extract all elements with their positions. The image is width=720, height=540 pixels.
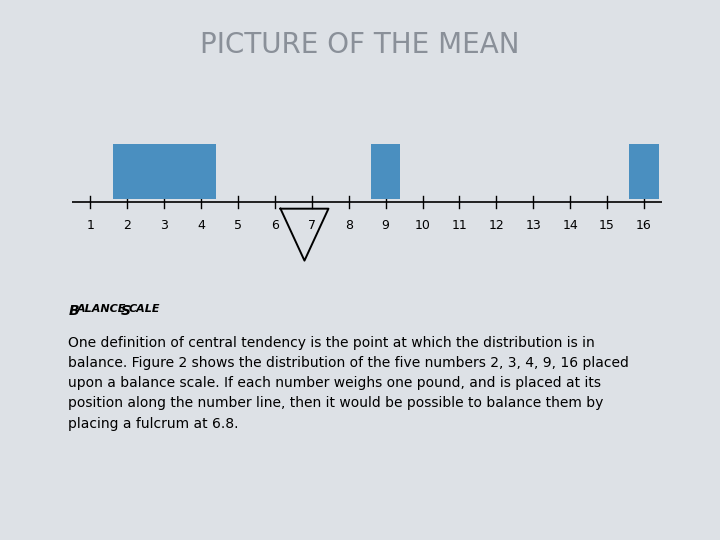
Text: 2: 2 <box>123 219 131 232</box>
Text: CALE: CALE <box>129 304 161 314</box>
Text: 10: 10 <box>415 219 431 232</box>
Text: 8: 8 <box>345 219 353 232</box>
Text: 11: 11 <box>451 219 467 232</box>
Bar <box>112 144 216 199</box>
Text: 7: 7 <box>308 219 316 232</box>
Text: 14: 14 <box>562 219 578 232</box>
Text: 4: 4 <box>197 219 205 232</box>
Text: 12: 12 <box>488 219 504 232</box>
Text: B: B <box>68 304 79 318</box>
Text: 5: 5 <box>234 219 242 232</box>
Text: 6: 6 <box>271 219 279 232</box>
Text: 9: 9 <box>382 219 390 232</box>
Text: 13: 13 <box>526 219 541 232</box>
Bar <box>629 144 659 199</box>
Text: ALANCE: ALANCE <box>76 304 126 314</box>
Text: One definition of central tendency is the point at which the distribution is in
: One definition of central tendency is th… <box>68 336 629 430</box>
Text: S: S <box>121 304 131 318</box>
Bar <box>371 144 400 199</box>
Text: 15: 15 <box>599 219 615 232</box>
Text: 3: 3 <box>161 219 168 232</box>
Text: PICTURE OF THE MEAN: PICTURE OF THE MEAN <box>200 31 520 58</box>
Text: 1: 1 <box>86 219 94 232</box>
Text: 16: 16 <box>636 219 652 232</box>
